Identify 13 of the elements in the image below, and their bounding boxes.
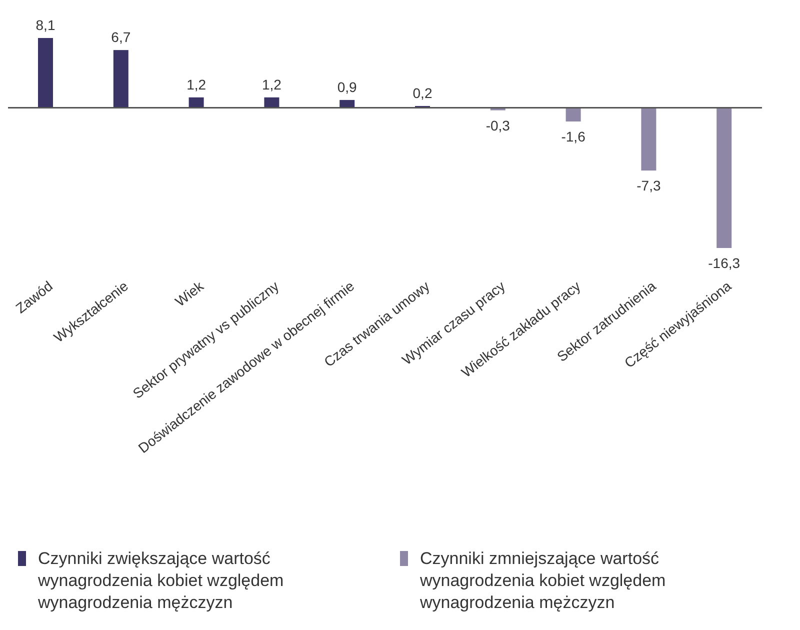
data-label: 0,2 (412, 84, 432, 101)
data-label: -0,3 (486, 117, 510, 134)
data-label: -16,3 (708, 255, 740, 271)
data-label: 1,2 (262, 76, 282, 92)
legend-label: Czynniki zmniejszające wartość wynagrodzenia kobiet względem wynagrodzenia mężczyzn (420, 548, 667, 614)
data-label: 8,1 (36, 17, 56, 33)
x-tick-label: Wiek (172, 277, 208, 310)
data-label: -1,6 (561, 128, 586, 144)
data-label: 6,7 (111, 29, 131, 46)
legend-label: Czynniki zwiększające wartość wynagrodzenia kobiet względem wynagrodzenia mężczyzn (38, 548, 285, 614)
data-label: 1,2 (186, 76, 206, 92)
data-label: 0,9 (337, 78, 358, 95)
data-label: -7,3 (636, 178, 661, 194)
